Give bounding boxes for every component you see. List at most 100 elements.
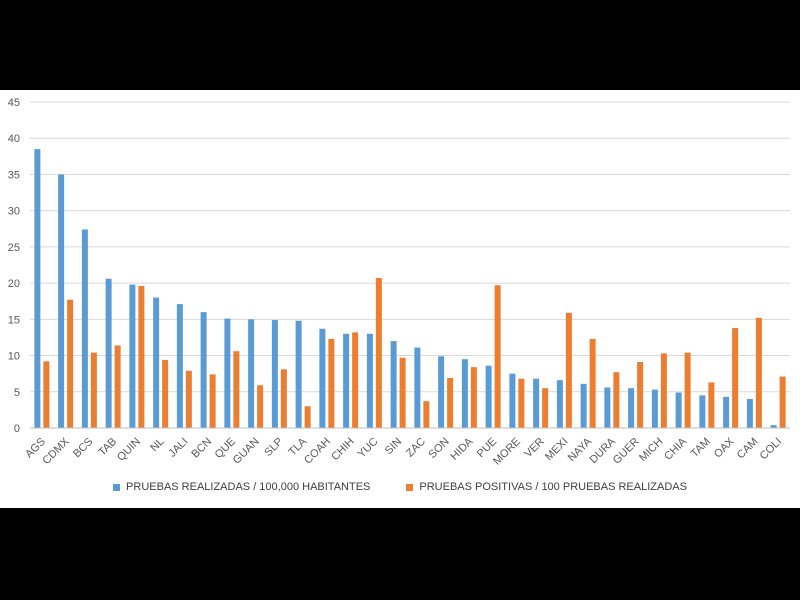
bar-pruebas-realizadas-mich — [651, 389, 658, 428]
bar-pruebas-positivas-slp — [280, 369, 287, 428]
bar-pruebas-positivas-oax — [732, 328, 739, 428]
x-tick-label: OAX — [712, 435, 737, 460]
bar-pruebas-positivas-bcs — [90, 352, 97, 428]
x-tick-label: MEXI — [543, 436, 571, 464]
bar-pruebas-realizadas-mexi — [556, 380, 563, 428]
bar-pruebas-realizadas-nl — [153, 297, 160, 428]
bar-pruebas-realizadas-coah — [319, 328, 326, 428]
bar-pruebas-realizadas-bcn — [200, 312, 207, 428]
bar-pruebas-realizadas-slp — [271, 320, 278, 428]
bar-pruebas-realizadas-coli — [770, 425, 777, 428]
bar-pruebas-realizadas-pue — [485, 365, 492, 428]
bar-pruebas-positivas-guer — [637, 362, 644, 428]
bar-pruebas-realizadas-bcs — [81, 229, 88, 428]
x-tick-label: JALI — [166, 436, 190, 460]
bar-pruebas-positivas-nl — [162, 359, 169, 428]
bar-pruebas-positivas-tla — [304, 406, 311, 428]
bar-pruebas-realizadas-guan — [248, 319, 255, 428]
x-tick-label: CAM — [735, 436, 761, 462]
bar-pruebas-positivas-pue — [494, 285, 501, 428]
bar-pruebas-positivas-mexi — [565, 312, 572, 428]
y-tick-label: 0 — [14, 423, 20, 435]
bar-pruebas-positivas-chih — [352, 332, 359, 428]
legend-swatch — [406, 483, 414, 491]
bar-pruebas-realizadas-tam — [699, 395, 706, 428]
bar-pruebas-positivas-jali — [185, 370, 192, 428]
bar-pruebas-positivas-sin — [399, 357, 406, 428]
bar-pruebas-realizadas-hida — [461, 359, 468, 428]
bar-pruebas-positivas-naya — [589, 338, 596, 428]
bar-pruebas-realizadas-que — [224, 318, 231, 428]
bar-pruebas-positivas-quin — [138, 286, 145, 428]
bar-pruebas-realizadas-son — [438, 356, 445, 428]
bar-pruebas-positivas-dura — [613, 372, 620, 428]
x-tick-label: CDMX — [40, 435, 72, 467]
bar-pruebas-positivas-ags — [43, 361, 50, 428]
bar-pruebas-positivas-yuc — [375, 278, 382, 428]
bar-pruebas-realizadas-quin — [129, 284, 136, 428]
x-tick-label: NL — [148, 436, 166, 454]
bar-pruebas-realizadas-ver — [533, 378, 540, 428]
x-tick-label: COLI — [758, 436, 785, 463]
bar-pruebas-positivas-coli — [779, 376, 786, 428]
bar-pruebas-realizadas-more — [509, 373, 516, 428]
x-tick-label: VER — [522, 436, 547, 461]
y-tick-label: 30 — [8, 206, 20, 218]
bar-pruebas-realizadas-ags — [34, 149, 41, 428]
x-tick-label: QUIN — [115, 436, 143, 464]
x-tick-label: SLP — [262, 436, 285, 459]
x-tick-label: BCN — [189, 436, 214, 461]
bar-pruebas-realizadas-sin — [390, 341, 397, 428]
legend-item-series-2: PRUEBAS POSITIVAS / 100 PRUEBAS REALIZAD… — [406, 481, 687, 493]
bar-pruebas-realizadas-chih — [343, 333, 350, 428]
bars — [34, 149, 786, 428]
y-tick-label: 40 — [8, 133, 20, 145]
bar-pruebas-realizadas-oax — [723, 396, 730, 428]
x-tick-label: BCS — [71, 436, 95, 460]
x-tick-label: HIDA — [448, 435, 476, 463]
bar-pruebas-positivas-tam — [708, 382, 715, 428]
bar-pruebas-positivas-mich — [660, 353, 667, 428]
bar-pruebas-realizadas-naya — [580, 383, 587, 428]
bar-pruebas-positivas-que — [233, 351, 240, 428]
bar-pruebas-realizadas-chia — [675, 392, 682, 428]
bar-pruebas-positivas-hida — [470, 367, 477, 428]
y-tick-label: 15 — [8, 314, 20, 326]
bar-pruebas-realizadas-tla — [295, 320, 302, 428]
x-tick-label: TAM — [689, 436, 713, 460]
bar-pruebas-realizadas-yuc — [366, 333, 373, 428]
bar-pruebas-realizadas-cam — [746, 399, 753, 428]
bar-pruebas-positivas-zac — [423, 401, 430, 428]
bar-pruebas-realizadas-guer — [628, 388, 635, 428]
x-tick-label: SON — [426, 436, 451, 461]
bar-pruebas-positivas-son — [447, 378, 454, 428]
bar-pruebas-realizadas-tab — [105, 278, 112, 428]
legend: PRUEBAS REALIZADAS / 100,000 HABITANTES … — [0, 481, 800, 493]
bar-pruebas-realizadas-zac — [414, 347, 421, 428]
legend-label: PRUEBAS POSITIVAS / 100 PRUEBAS REALIZAD… — [419, 481, 687, 493]
y-tick-label: 25 — [8, 242, 20, 254]
x-tick-label: ZAC — [404, 436, 428, 460]
x-tick-label: YUC — [356, 436, 381, 461]
y-axis-ticks: 0 5 10 15 20 25 30 35 40 45 — [8, 97, 20, 435]
x-tick-label: CHIH — [329, 436, 357, 464]
bar-pruebas-positivas-more — [518, 378, 525, 428]
legend-label: PRUEBAS REALIZADAS / 100,000 HABITANTES — [126, 481, 371, 493]
legend-swatch — [113, 483, 121, 491]
y-tick-label: 35 — [8, 169, 20, 181]
bar-pruebas-positivas-ver — [542, 388, 549, 428]
x-tick-label: MORE — [491, 436, 523, 468]
y-tick-label: 5 — [14, 387, 20, 399]
x-tick-label: SIN — [383, 436, 404, 457]
x-tick-label: CHIA — [662, 435, 690, 463]
x-tick-label: GUER — [611, 436, 642, 467]
x-tick-label: MICH — [637, 436, 665, 464]
bar-pruebas-positivas-chia — [684, 352, 691, 428]
x-tick-label: GUAN — [231, 436, 262, 467]
legend-item-series-1: PRUEBAS REALIZADAS / 100,000 HABITANTES — [113, 481, 370, 493]
bar-pruebas-positivas-guan — [257, 385, 264, 428]
y-tick-label: 20 — [8, 278, 20, 290]
bar-pruebas-realizadas-cdmx — [58, 174, 65, 428]
